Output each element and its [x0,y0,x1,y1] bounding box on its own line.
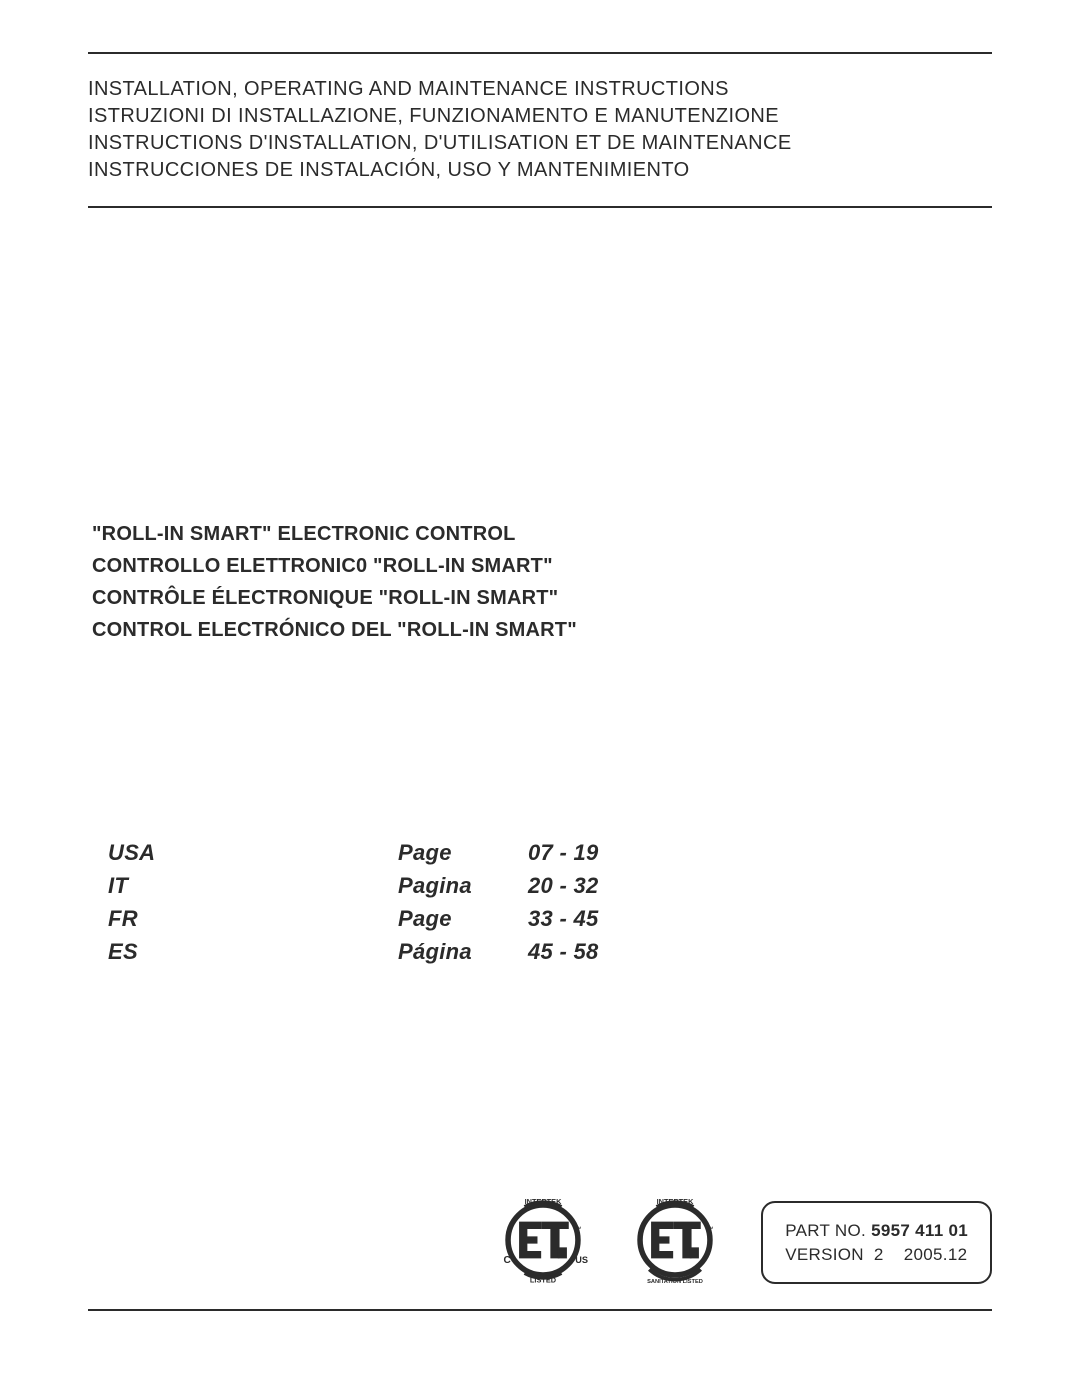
svg-text:US: US [575,1255,588,1265]
footer: INTERTEK LISTED C US ™ INTERTEK [88,1194,992,1311]
title-line-es: CONTROL ELECTRÓNICO DEL "ROLL-IN SMART" [92,614,992,646]
header-line-es: INSTRUCCIONES DE INSTALACIÓN, USO Y MANT… [88,157,992,184]
toc-lang: FR [108,902,398,935]
part-number: 5957 411 01 [871,1221,968,1240]
toc-lang: USA [108,836,398,869]
toc-row-fr: FR Page 33 - 45 [108,902,992,935]
version-line: VERSION 2 2005.12 [785,1243,968,1267]
rule-under-header [88,206,992,208]
toc-range: 45 - 58 [528,935,599,968]
version-number: 2 [874,1245,884,1264]
rule-bottom [88,1309,992,1311]
toc-pagelabel: Page [398,902,528,935]
document-page: INSTALLATION, OPERATING AND MAINTENANCE … [0,0,1080,968]
rule-top [88,52,992,54]
toc-lang: ES [108,935,398,968]
title-line-fr: CONTRÔLE ÉLECTRONIQUE "ROLL-IN SMART" [92,582,992,614]
table-of-contents: USA Page 07 - 19 IT Pagina 20 - 32 FR Pa… [108,836,992,968]
part-label: PART NO. [785,1221,866,1240]
part-number-box: PART NO. 5957 411 01 VERSION 2 2005.12 [761,1201,992,1285]
title-line-en: "ROLL-IN SMART" ELECTRONIC CONTROL [92,518,992,550]
version-date: 2005.12 [904,1245,968,1264]
etl-sanitation-logo-icon: INTERTEK SANITATION LISTED ™ [629,1194,721,1291]
header-line-fr: INSTRUCTIONS D'INSTALLATION, D'UTILISATI… [88,130,992,157]
product-title-block: "ROLL-IN SMART" ELECTRONIC CONTROL CONTR… [92,518,992,646]
toc-range: 07 - 19 [528,836,599,869]
etl-listed-logo-icon: INTERTEK LISTED C US ™ [497,1194,589,1291]
svg-text:SANITATION LISTED: SANITATION LISTED [647,1279,703,1285]
part-number-line: PART NO. 5957 411 01 [785,1219,968,1243]
svg-text:™: ™ [707,1226,713,1233]
toc-range: 33 - 45 [528,902,599,935]
toc-pagelabel: Page [398,836,528,869]
title-line-it: CONTROLLO ELETTRONIC0 "ROLL-IN SMART" [92,550,992,582]
header-instructions-block: INSTALLATION, OPERATING AND MAINTENANCE … [88,76,992,184]
footer-inner: INTERTEK LISTED C US ™ INTERTEK [88,1194,992,1291]
header-line-it: ISTRUZIONI DI INSTALLAZIONE, FUNZIONAMEN… [88,103,992,130]
version-label: VERSION [785,1245,864,1264]
toc-row-usa: USA Page 07 - 19 [108,836,992,869]
toc-row-it: IT Pagina 20 - 32 [108,869,992,902]
toc-pagelabel: Página [398,935,528,968]
toc-lang: IT [108,869,398,902]
svg-text:INTERTEK: INTERTEK [657,1197,694,1206]
toc-pagelabel: Pagina [398,869,528,902]
svg-text:INTERTEK: INTERTEK [525,1197,562,1206]
svg-text:C: C [504,1255,512,1266]
svg-text:™: ™ [575,1226,581,1233]
toc-range: 20 - 32 [528,869,599,902]
header-line-en: INSTALLATION, OPERATING AND MAINTENANCE … [88,76,992,103]
svg-text:LISTED: LISTED [530,1275,556,1284]
toc-row-es: ES Página 45 - 58 [108,935,992,968]
